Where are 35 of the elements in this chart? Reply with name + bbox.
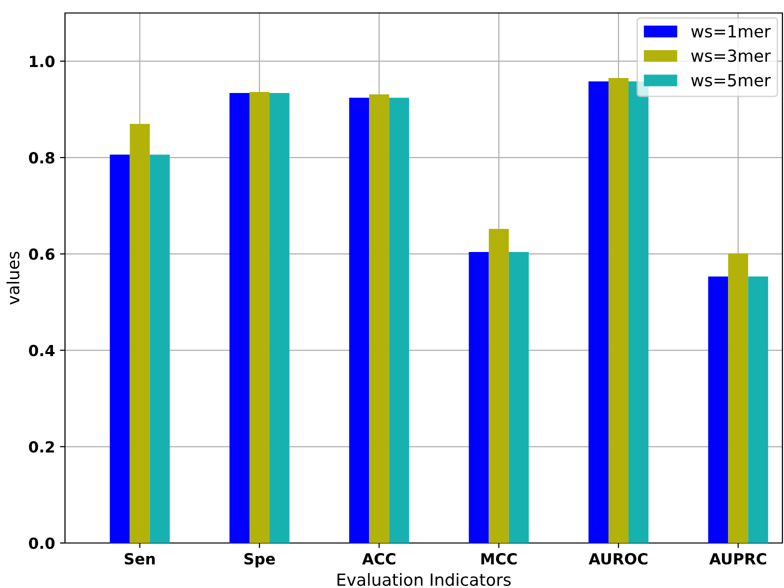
y-tick-label: 1.0 [30,56,55,68]
bar [628,81,648,543]
bar [249,92,270,543]
bar [508,252,529,543]
y-tick-label: 0.4 [28,344,55,356]
x-axis-title: Evaluation Indicators [338,573,511,586]
y-tick-label: 0.6 [28,248,54,260]
y-axis-title: values [6,252,20,305]
x-tick-label: AUPRC [709,552,766,565]
x-tick-label: Sen [124,552,155,565]
x-tick-label: AUROC [588,552,648,565]
legend-label: ws=3mer [691,49,771,62]
y-tick-label: 0.8 [28,152,54,164]
bar [349,98,370,543]
legend-label: ws=5mer [691,74,771,86]
bar [110,154,130,543]
x-tick-label: Spe [244,552,275,568]
y-tick-label: 0.2 [28,441,54,453]
bar [588,81,608,543]
bar [608,78,628,543]
bar [748,276,768,543]
bar [708,276,728,543]
bar [369,94,390,543]
x-tick-label: MCC [481,552,517,565]
legend-label: ws=1mer [691,25,771,38]
bar [130,124,150,543]
bar [150,154,170,543]
bar [389,98,410,543]
y-tick-label: 0.0 [28,537,55,550]
bar [269,92,290,543]
bar [229,92,250,543]
bar [728,253,748,543]
bar [488,228,509,543]
bar [468,252,489,543]
x-tick-label: ACC [362,552,396,565]
